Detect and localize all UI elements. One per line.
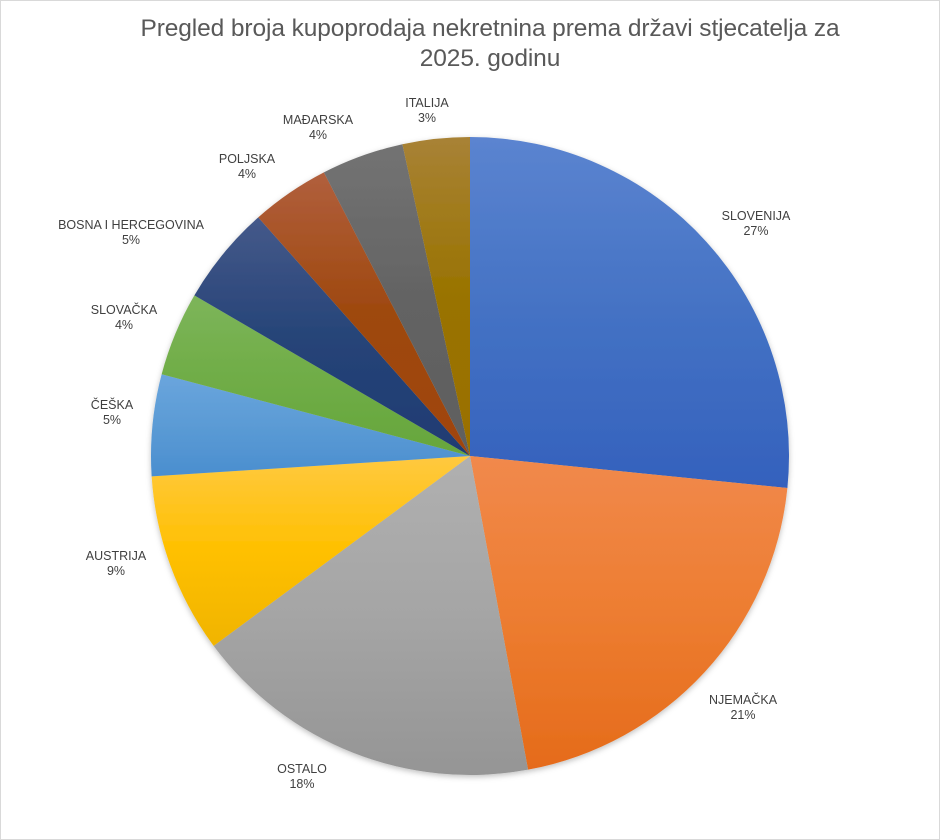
data-label-percent: 4%: [237, 167, 257, 181]
data-label-percent: 5%: [121, 233, 141, 247]
pie-slice-mađarska[interactable]: [323, 144, 470, 457]
chart-title: Pregled broja kupoprodaja nekretnina pre…: [60, 14, 920, 74]
data-label-category: MAĐARSKA: [282, 113, 354, 127]
data-label-percent: 18%: [289, 777, 315, 791]
data-label: AUSTRIJA 9%: [86, 549, 146, 579]
data-label: BOSNA I HERCEGOVINA 5%: [58, 218, 204, 248]
data-label: OSTALO 18%: [277, 762, 327, 792]
data-label-percent: 27%: [743, 224, 769, 238]
data-label: ITALIJA 3%: [405, 96, 449, 126]
pie-slice-ostalo[interactable]: [213, 456, 529, 775]
pie-slice-njemačka[interactable]: [470, 456, 788, 770]
data-label-category: SLOVENIJA: [721, 209, 791, 223]
pie-slice-italija[interactable]: [402, 137, 470, 456]
data-label: POLJSKA 4%: [219, 152, 275, 182]
pie-slice-poljska[interactable]: [258, 172, 470, 456]
pie-slice-slovačka[interactable]: [161, 295, 470, 456]
pie-slices: [150, 137, 790, 775]
data-label-category: NJEMAČKA: [708, 693, 778, 707]
data-label: SLOVENIJA 27%: [722, 209, 791, 239]
data-label-category: OSTALO: [277, 762, 327, 776]
pie-slice-slovenija[interactable]: [470, 137, 790, 489]
data-label-category: SLOVAČKA: [90, 303, 158, 317]
data-label-percent: 9%: [106, 564, 126, 578]
data-label: SLOVAČKA 4%: [91, 303, 157, 333]
data-label-category: BOSNA I HERCEGOVINA: [58, 218, 204, 232]
data-label-category: POLJSKA: [218, 152, 276, 166]
chart-title-line2: 2025. godinu: [419, 45, 561, 72]
data-label-percent: 4%: [308, 128, 328, 142]
pie-slice-bosna-i-hercegovina[interactable]: [194, 217, 470, 456]
data-label-percent: 3%: [417, 111, 437, 125]
data-label-category: ITALIJA: [405, 96, 449, 110]
data-label-percent: 5%: [102, 413, 122, 427]
data-label-category: AUSTRIJA: [85, 549, 147, 563]
data-label-percent: 4%: [114, 318, 134, 332]
data-label-category: ČEŠKA: [90, 398, 134, 412]
pie-slice-austrija[interactable]: [151, 456, 470, 646]
chart-title-line1: Pregled broja kupoprodaja nekretnina pre…: [140, 15, 840, 42]
data-label: ČEŠKA 5%: [91, 398, 133, 428]
data-label: MAĐARSKA 4%: [283, 113, 353, 143]
data-label: NJEMAČKA 21%: [709, 693, 777, 723]
pie-slice-češka[interactable]: [150, 374, 471, 477]
data-label-percent: 21%: [730, 708, 756, 722]
